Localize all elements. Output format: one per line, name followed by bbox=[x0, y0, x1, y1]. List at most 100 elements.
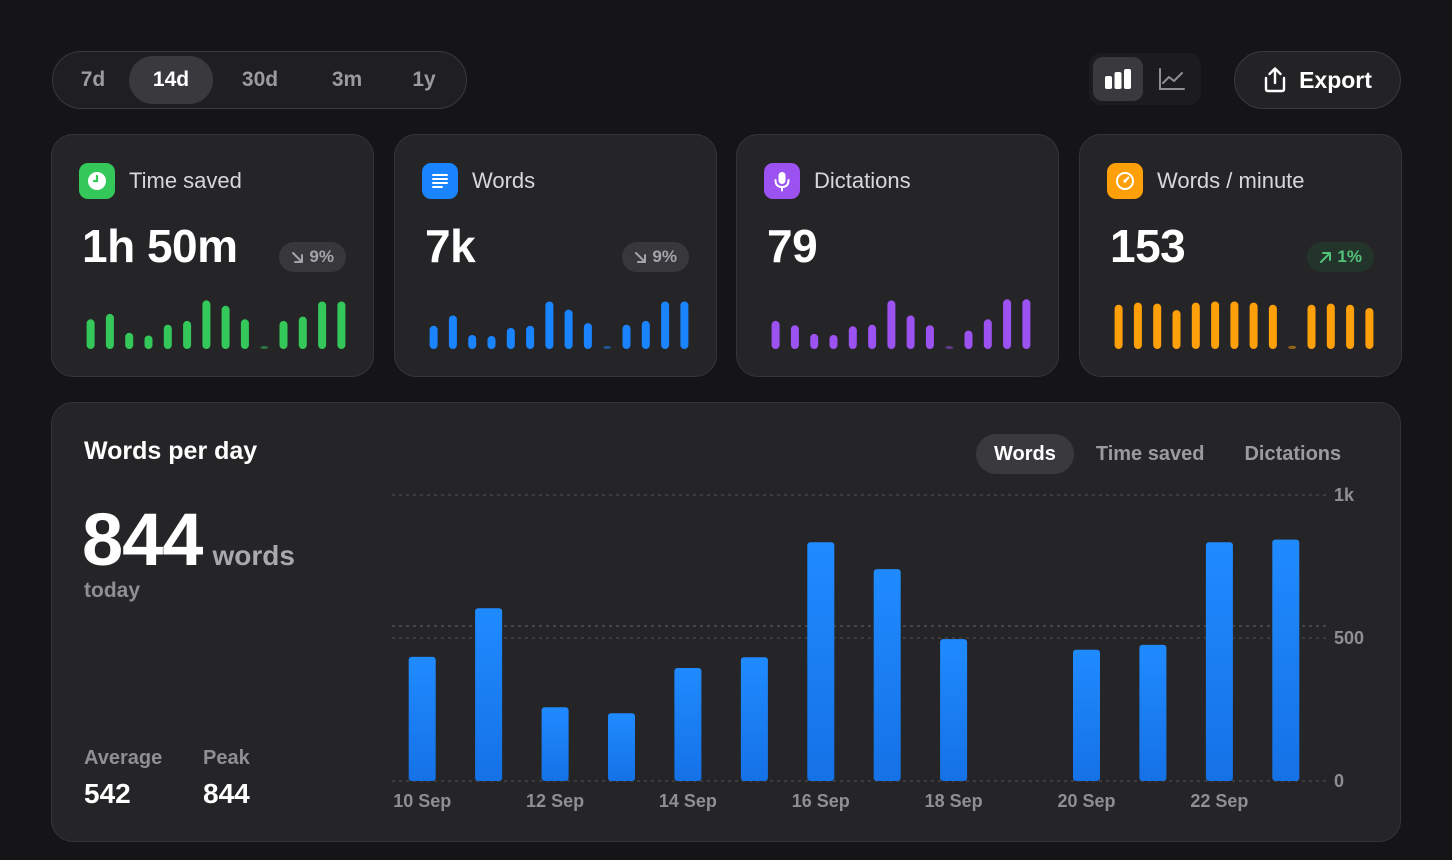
spark-bar bbox=[506, 327, 515, 349]
range-option-30d[interactable]: 30d bbox=[241, 68, 279, 91]
stat-value: 542 bbox=[84, 778, 131, 809]
spark-bar bbox=[1230, 301, 1239, 349]
chart-view-toggle bbox=[1089, 53, 1201, 105]
delta-badge: 1% bbox=[1307, 242, 1374, 272]
top-toolbar: 7d 14d 30d 3m 1y Export bbox=[52, 51, 1401, 109]
y-tick-label: 1k bbox=[1334, 485, 1355, 505]
card-value: 79 bbox=[767, 220, 818, 272]
words-per-day-panel: Words per day 844 words today Average 54… bbox=[51, 402, 1401, 842]
arrow-down-right-icon bbox=[292, 251, 304, 263]
spark-bar bbox=[810, 333, 819, 349]
spark-bar bbox=[526, 325, 535, 349]
sparkline bbox=[429, 301, 689, 349]
spark-bar bbox=[144, 335, 153, 349]
spark-bar bbox=[1191, 302, 1200, 349]
spark-bar bbox=[260, 346, 269, 349]
spark-bar bbox=[221, 305, 230, 349]
bar-10-sep[interactable] bbox=[408, 656, 436, 781]
spark-bar bbox=[1346, 304, 1355, 349]
range-option-14d[interactable]: 14d bbox=[129, 56, 213, 104]
spark-bar bbox=[105, 313, 114, 349]
speedometer-icon bbox=[1107, 163, 1143, 199]
share-icon bbox=[1264, 67, 1286, 93]
spark-bar bbox=[1153, 303, 1162, 349]
spark-bar bbox=[1133, 302, 1142, 349]
spark-bar bbox=[125, 332, 134, 349]
delta-value: 1% bbox=[1337, 247, 1362, 266]
spark-bar bbox=[868, 324, 877, 349]
metric-tab-time-saved[interactable]: Time saved bbox=[1095, 442, 1205, 465]
arrow-up-right-icon bbox=[1320, 251, 1332, 263]
bar-11-sep[interactable] bbox=[475, 608, 503, 781]
stat-label: Average bbox=[84, 747, 163, 769]
spark-bar bbox=[240, 319, 249, 349]
bar-23-sep[interactable] bbox=[1272, 539, 1300, 781]
chart-svg: 0 500 1k 10 Sep 12 Sep 14 Sep 16 Sep 18 Sep 20 S… bbox=[392, 485, 1364, 811]
spark-bar bbox=[622, 324, 631, 349]
spark-bar bbox=[337, 301, 346, 349]
spark-bar bbox=[771, 320, 780, 349]
spark-bar bbox=[680, 301, 689, 349]
spark-bar bbox=[1365, 308, 1374, 349]
spark-bar bbox=[983, 319, 992, 349]
stat-label: Peak bbox=[203, 747, 250, 769]
bar-15-sep[interactable] bbox=[740, 657, 768, 781]
spark-bar bbox=[790, 325, 799, 349]
microphone-icon bbox=[764, 163, 800, 199]
spark-bar bbox=[1307, 304, 1316, 349]
bar-18-sep[interactable] bbox=[940, 639, 968, 781]
spark-bar bbox=[945, 346, 954, 349]
bar-17-sep[interactable] bbox=[873, 569, 901, 781]
y-tick-label: 500 bbox=[1334, 628, 1364, 648]
range-selector: 7d 14d 30d 3m 1y bbox=[52, 51, 467, 109]
stat-peak: Peak 844 bbox=[203, 747, 250, 810]
spark-bar bbox=[1288, 345, 1297, 349]
card-title: Dictations bbox=[814, 168, 911, 193]
spark-bar bbox=[1268, 304, 1277, 349]
spark-bar bbox=[583, 323, 592, 349]
spark-bar bbox=[1211, 301, 1220, 349]
metric-tab-dictations[interactable]: Dictations bbox=[1244, 442, 1342, 465]
spark-bar bbox=[183, 320, 192, 349]
bar-12-sep[interactable] bbox=[541, 707, 569, 781]
bar-21-sep[interactable] bbox=[1139, 644, 1167, 781]
bar-22-sep[interactable] bbox=[1205, 542, 1233, 781]
metric-tab-words[interactable]: Words bbox=[976, 434, 1074, 474]
metric-tabs: Words Time saved Dictations bbox=[976, 434, 1359, 474]
spark-bar bbox=[925, 325, 934, 349]
card-header: Words bbox=[422, 163, 535, 199]
spark-bar bbox=[487, 336, 496, 349]
card-title: Words / minute bbox=[1157, 168, 1305, 193]
spark-bar bbox=[1326, 303, 1335, 349]
x-tick-label: 20 Sep bbox=[1057, 791, 1115, 811]
bar-20-sep[interactable] bbox=[1073, 649, 1100, 781]
spark-bar bbox=[279, 320, 288, 349]
spark-bar bbox=[829, 335, 838, 349]
range-option-1y[interactable]: 1y bbox=[412, 68, 436, 91]
bar-view-button[interactable] bbox=[1093, 57, 1143, 101]
spark-bar bbox=[603, 346, 612, 349]
spark-bar bbox=[202, 300, 211, 349]
spark-bar bbox=[1003, 299, 1012, 349]
delta-badge: 9% bbox=[622, 242, 689, 272]
range-option-7d[interactable]: 7d bbox=[80, 68, 106, 91]
card-title: Words bbox=[472, 168, 536, 193]
bar-13-sep[interactable] bbox=[608, 713, 635, 781]
line-view-button[interactable] bbox=[1147, 57, 1197, 101]
spark-bar bbox=[545, 301, 554, 349]
bar-16-sep[interactable] bbox=[807, 542, 835, 781]
bar-14-sep[interactable] bbox=[674, 668, 702, 781]
spark-bar bbox=[964, 330, 973, 349]
text-lines-icon bbox=[422, 163, 458, 199]
today-number: 844 bbox=[82, 498, 203, 581]
spark-bar bbox=[448, 315, 457, 349]
export-button[interactable]: Export bbox=[1234, 51, 1401, 109]
spark-bar bbox=[564, 309, 573, 349]
sparkline bbox=[86, 300, 346, 349]
spark-bar bbox=[848, 326, 857, 349]
card-header: Time saved bbox=[79, 163, 242, 199]
card-value: 153 bbox=[1110, 220, 1186, 272]
range-option-3m[interactable]: 3m bbox=[331, 68, 363, 91]
card-value: 1h 50m bbox=[82, 220, 238, 272]
export-label: Export bbox=[1299, 66, 1372, 93]
